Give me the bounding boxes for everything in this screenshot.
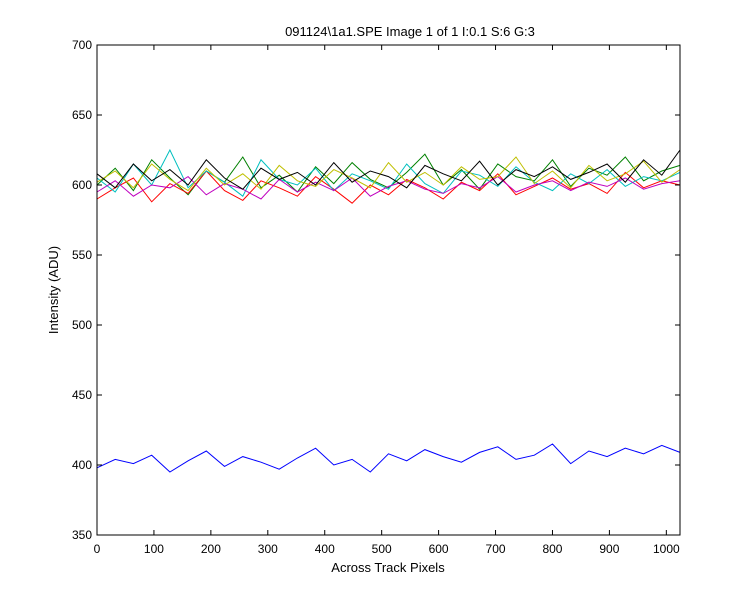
y-tick-label: 650 [72,108,92,122]
data-line [96,156,681,192]
axes-box [96,44,681,536]
y-axis-label: Intensity (ADU) [46,246,61,334]
y-tick-label: 700 [72,38,92,52]
x-tick-label: 900 [599,542,619,556]
y-tick-label: 400 [72,458,92,472]
x-tick-label: 400 [315,542,335,556]
y-tick-label: 550 [72,248,92,262]
x-tick-label: 500 [372,542,392,556]
y-tick-label: 350 [72,528,92,542]
x-tick-label: 700 [486,542,506,556]
data-line [96,443,681,473]
chart-title: 091124\1a1.SPE Image 1 of 1 I:0.1 S:6 G:… [285,24,535,39]
x-tick-label: 1000 [653,542,680,556]
y-tick-label: 450 [72,388,92,402]
y-tick-label: 600 [72,178,92,192]
x-tick-label: 0 [94,542,101,556]
x-tick-label: 800 [542,542,562,556]
data-line [96,149,681,190]
x-axis-label: Across Track Pixels [331,560,445,575]
y-tick-label: 500 [72,318,92,332]
x-tick-label: 200 [201,542,221,556]
x-tick-label: 100 [144,542,164,556]
x-tick-label: 600 [429,542,449,556]
x-tick-label: 300 [258,542,278,556]
